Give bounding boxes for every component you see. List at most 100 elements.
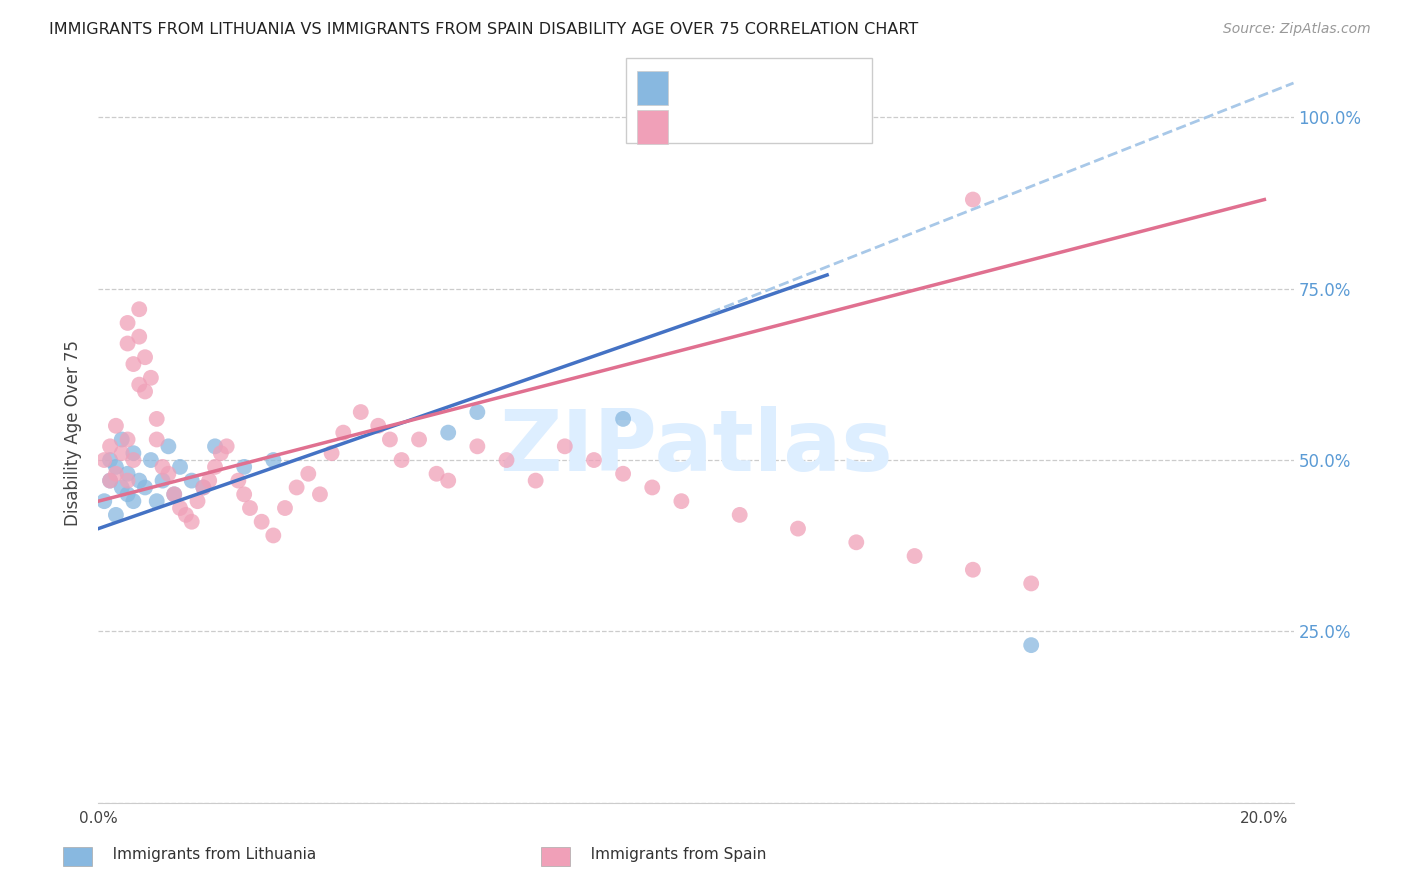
Point <box>193 480 215 494</box>
Point <box>285 480 308 494</box>
Point <box>524 474 547 488</box>
Point <box>139 371 162 385</box>
Y-axis label: Disability Age Over 75: Disability Age Over 75 <box>65 340 83 525</box>
Point <box>169 459 191 474</box>
Point <box>186 494 208 508</box>
Point <box>274 501 297 516</box>
Point <box>367 418 389 433</box>
Point <box>228 474 250 488</box>
Point <box>104 467 127 481</box>
Text: N =: N = <box>775 74 832 92</box>
Point <box>425 467 447 481</box>
Point <box>134 480 156 494</box>
Point <box>145 494 167 508</box>
Point <box>104 459 127 474</box>
Point <box>612 412 634 426</box>
FancyBboxPatch shape <box>541 847 571 866</box>
Point <box>671 494 693 508</box>
Point <box>93 494 115 508</box>
Point <box>117 336 139 351</box>
Point <box>169 501 191 516</box>
Point <box>250 515 273 529</box>
Point <box>332 425 354 440</box>
Point <box>467 439 489 453</box>
Point <box>962 563 984 577</box>
Text: 65: 65 <box>825 112 851 130</box>
Point <box>193 480 215 494</box>
Point <box>93 453 115 467</box>
Point <box>117 467 139 481</box>
Point <box>157 439 180 453</box>
Text: Immigrants from Lithuania: Immigrants from Lithuania <box>98 847 316 863</box>
Text: Source: ZipAtlas.com: Source: ZipAtlas.com <box>1223 22 1371 37</box>
Point <box>117 433 139 447</box>
Point <box>104 508 127 522</box>
Point <box>239 501 262 516</box>
Point <box>122 357 145 371</box>
Point <box>122 453 145 467</box>
Point <box>845 535 868 549</box>
Point <box>728 508 751 522</box>
Point <box>157 467 180 481</box>
Point <box>98 474 121 488</box>
Point <box>111 433 134 447</box>
Point <box>582 453 605 467</box>
Point <box>903 549 925 563</box>
Point <box>128 474 150 488</box>
Point <box>128 377 150 392</box>
Point <box>98 439 121 453</box>
Point <box>1019 638 1042 652</box>
Point <box>163 487 186 501</box>
Point <box>309 487 332 501</box>
Point <box>408 433 430 447</box>
Point <box>117 316 139 330</box>
Point <box>111 480 134 494</box>
Text: R =: R = <box>679 112 718 130</box>
Text: N =: N = <box>775 112 832 130</box>
Point <box>467 405 489 419</box>
Point <box>437 425 460 440</box>
Point <box>128 302 150 317</box>
Point <box>104 418 127 433</box>
Point <box>117 474 139 488</box>
Point <box>641 480 664 494</box>
Point <box>495 453 517 467</box>
Point <box>117 487 139 501</box>
Point <box>787 110 810 124</box>
Text: 29: 29 <box>825 74 851 92</box>
Point <box>98 474 121 488</box>
Point <box>163 487 186 501</box>
Text: R =: R = <box>679 74 718 92</box>
Point <box>180 515 202 529</box>
Point <box>198 474 221 488</box>
Point <box>215 439 238 453</box>
Point <box>145 412 167 426</box>
Point <box>297 467 319 481</box>
Point <box>134 350 156 364</box>
Point <box>174 508 197 522</box>
Point <box>262 453 284 467</box>
Text: 0.410: 0.410 <box>718 112 775 130</box>
Text: ZIPatlas: ZIPatlas <box>499 406 893 489</box>
Point <box>962 193 984 207</box>
Point <box>233 459 256 474</box>
Point <box>350 405 373 419</box>
Point <box>233 487 256 501</box>
Point <box>152 459 174 474</box>
Point <box>321 446 343 460</box>
Text: IMMIGRANTS FROM LITHUANIA VS IMMIGRANTS FROM SPAIN DISABILITY AGE OVER 75 CORREL: IMMIGRANTS FROM LITHUANIA VS IMMIGRANTS … <box>49 22 918 37</box>
Point <box>98 453 121 467</box>
Point <box>262 528 284 542</box>
Point <box>378 433 401 447</box>
Text: 0.618: 0.618 <box>718 74 776 92</box>
Point <box>787 522 810 536</box>
Point <box>437 474 460 488</box>
Point <box>145 433 167 447</box>
FancyBboxPatch shape <box>63 847 93 866</box>
Point <box>612 467 634 481</box>
Point <box>180 474 202 488</box>
Point <box>139 453 162 467</box>
Point <box>204 459 226 474</box>
Point <box>122 446 145 460</box>
Point <box>152 474 174 488</box>
